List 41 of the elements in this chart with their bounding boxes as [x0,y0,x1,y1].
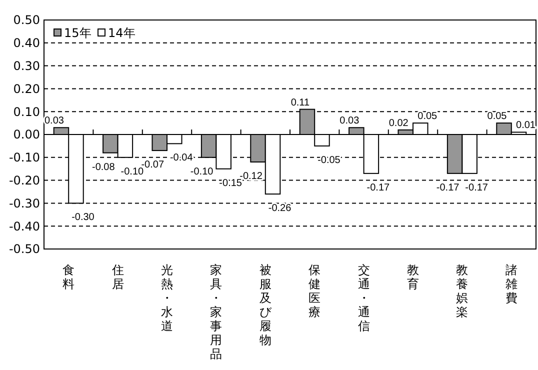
data-label: -0.10 [120,166,144,178]
data-label: -0.26 [268,203,292,214]
x-tick-label: 保健医療 [308,263,321,319]
y-tick-label: -0.30 [8,196,40,210]
data-label: 0.05 [418,111,438,122]
y-tick-label: 0.50 [13,13,40,28]
y-tick-label: -0.50 [8,242,40,256]
data-label: 0.03 [340,116,360,127]
x-tick-label: 教育 [407,263,419,291]
y-tick-label: 0.40 [13,36,40,50]
data-label: -0.15 [219,178,242,189]
x-tick-label: 教養娯楽 [456,263,468,319]
data-label: 0.03 [44,116,64,127]
x-tick-label: 家具・家事用品 [210,263,222,361]
data-label: 0.01 [516,120,536,132]
data-label: -0.08 [92,162,116,173]
data-label: 0.11 [290,97,310,108]
x-tick-label: 光熱・水道 [161,263,173,333]
x-tick-label: 諸雑費 [505,263,518,305]
data-label: 0.02 [388,118,409,129]
y-tick-label: 0.10 [13,104,40,119]
x-tick-label: 交通・通信 [358,263,370,333]
y-tick-label: -0.20 [8,174,40,188]
data-label: -0.04 [170,152,194,164]
data-label: -0.30 [72,212,95,224]
data-label: -0.05 [318,154,341,166]
y-tick-label: 0.00 [13,128,40,142]
x-tick-label: 住居 [110,263,124,291]
data-label: -0.17 [465,182,488,194]
y-tick-label: 0.20 [13,82,40,96]
legend-label: 14年 [108,26,136,40]
data-label: -0.10 [190,166,214,178]
y-tick-label: -0.10 [8,150,40,165]
x-tick-label: 被服及び履物 [259,263,272,347]
legend-label: 15年 [64,26,92,40]
x-tick-label: 食料 [62,263,75,291]
data-label: -0.17 [436,182,460,194]
y-tick-label: -0.40 [8,219,40,234]
y-tick-label: 0.30 [13,59,40,73]
data-label: 0.05 [487,111,508,122]
data-label: -0.17 [366,182,390,194]
